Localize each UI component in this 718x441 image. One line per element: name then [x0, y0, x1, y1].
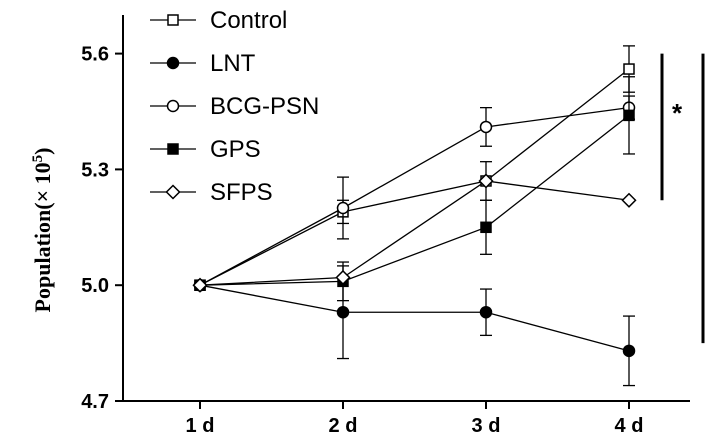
series-line [199, 180, 630, 286]
data-point [479, 120, 493, 134]
data-point [335, 269, 351, 286]
legend-item: LNT [150, 50, 256, 77]
x-tick-label: 1 d [186, 415, 215, 437]
legend-label: GPS [210, 136, 261, 163]
data-point [336, 305, 350, 319]
data-point [622, 344, 636, 358]
series-sfps [192, 173, 637, 293]
legend-marker [165, 184, 181, 200]
x-tick-label: 2 d [329, 415, 358, 437]
legend-marker [166, 99, 180, 113]
legend-marker [167, 143, 179, 155]
data-point [623, 109, 635, 122]
significance-label: * * [711, 155, 718, 183]
y-tick-label: 5.3 [81, 159, 109, 181]
legend-label: Control [210, 7, 287, 34]
significance-label: * [672, 98, 683, 128]
legend-item: BCG-PSN [150, 93, 319, 120]
data-point [192, 277, 208, 293]
series-line [199, 284, 630, 352]
y-axis-label: Population(× 105) [30, 148, 55, 313]
significance-annotations: * * * [660, 53, 718, 344]
x-tick-label: 3 d [472, 415, 501, 437]
axes: 4.7 5.0 5.3 5.6 1 d 2 d 3 d 4 d [81, 15, 690, 437]
legend-item: GPS [150, 136, 261, 163]
y-tick-label: 4.7 [81, 391, 109, 413]
series-layer [192, 45, 637, 387]
legend-label: BCG-PSN [210, 93, 319, 120]
series-line [199, 106, 630, 286]
legend-item: SFPS [150, 179, 273, 206]
series-line [199, 68, 630, 286]
legend: Control LNT BCG-PSN GPS SFPS [150, 7, 319, 206]
legend-marker [166, 56, 180, 70]
series-line [199, 114, 630, 286]
data-point [621, 192, 637, 208]
legend-item: Control [150, 7, 287, 34]
legend-marker [167, 14, 179, 26]
y-tick-label: 5.6 [81, 44, 109, 66]
data-point [478, 173, 494, 189]
x-tick-label: 4 d [615, 415, 644, 437]
legend-label: LNT [210, 50, 256, 77]
data-point [623, 63, 635, 75]
y-tick-label: 5.0 [81, 275, 109, 297]
data-point [480, 221, 492, 234]
data-point [336, 201, 350, 215]
data-point [479, 305, 493, 319]
legend-label: SFPS [210, 179, 273, 206]
